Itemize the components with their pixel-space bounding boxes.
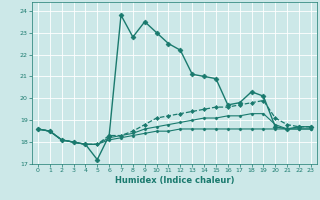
X-axis label: Humidex (Indice chaleur): Humidex (Indice chaleur)	[115, 176, 234, 185]
